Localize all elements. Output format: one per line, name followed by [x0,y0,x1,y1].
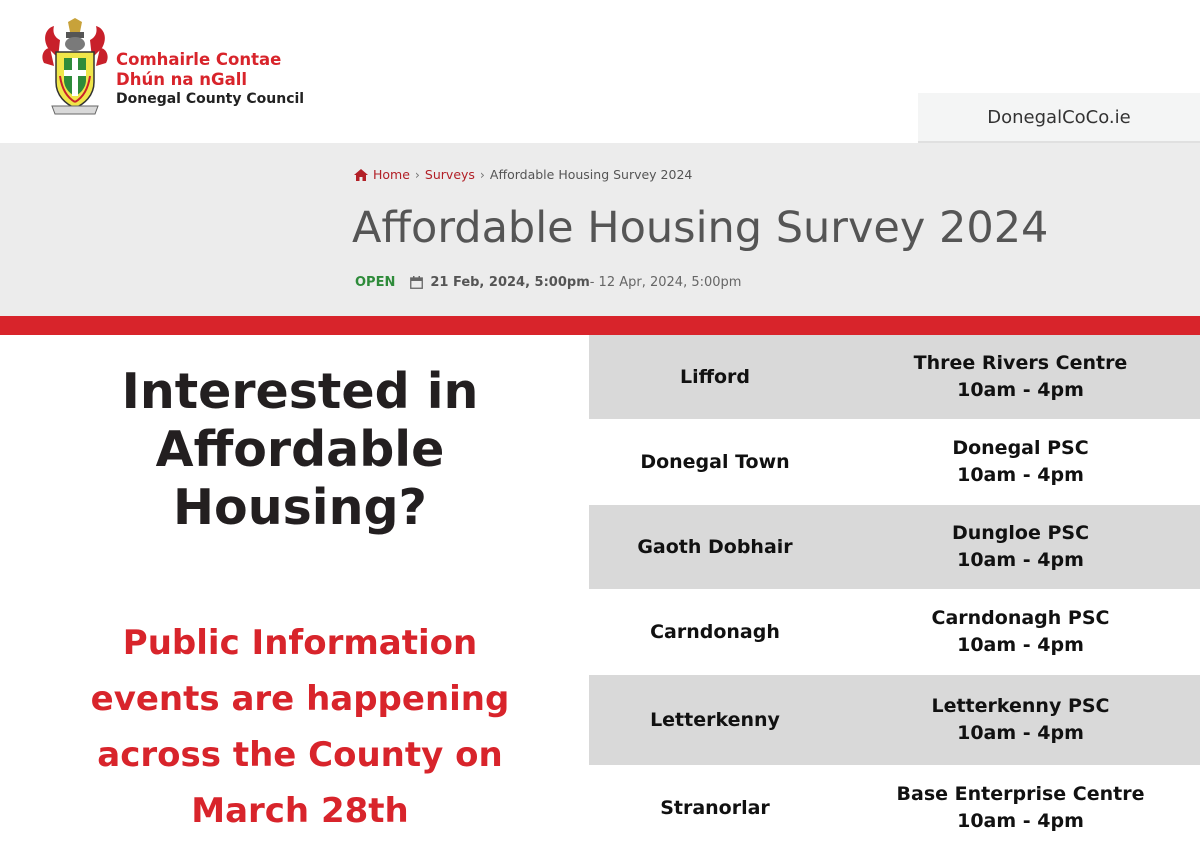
event-town: Carndonagh [650,621,780,643]
event-town: Letterkenny [650,709,780,731]
survey-end-date: - 12 Apr, 2024, 5:00pm [589,275,742,290]
event-town: Lifford [679,366,751,388]
event-venue: Donegal PSC 10am - 4pm [841,435,1200,489]
status-badge: OPEN [355,275,396,290]
event-venue: Three Rivers Centre 10am - 4pm [841,350,1200,404]
breadcrumb: Home › Surveys › Affordable Housing Surv… [354,167,692,182]
breadcrumb-home-link[interactable]: Home [373,167,410,182]
county-crest-logo[interactable] [40,18,110,118]
promo-sub-line: Public Information [122,623,478,663]
event-town: Stranorlar [660,797,770,819]
promo-heading-line: Affordable [155,421,445,478]
site-header: Comhairle Contae Dhún na nGall Donegal C… [0,0,1200,143]
breadcrumb-current: Affordable Housing Survey 2024 [489,167,693,182]
event-venue-name: Three Rivers Centre [913,352,1128,374]
breadcrumb-separator-icon: › [479,167,485,182]
event-venue: Dungloe PSC 10am - 4pm [841,520,1200,574]
event-venue: Base Enterprise Centre 10am - 4pm [841,781,1200,835]
promo-panel: Interested in Affordable Housing? Public… [0,335,598,851]
event-row-gaoth-dobhair: Gaoth Dobhair Dungloe PSC 10am - 4pm [589,505,1200,589]
promo-sub-line: March 28th [191,791,409,831]
council-name-irish-line2: Dhún na nGall [116,70,248,89]
event-venue: Carndonagh PSC 10am - 4pm [841,605,1200,659]
event-row-stranorlar: Stranorlar Base Enterprise Centre 10am -… [589,765,1200,851]
promo-heading-line: Housing? [173,479,427,536]
event-venue-name: Dungloe PSC [951,522,1090,544]
event-venue-name: Donegal PSC [952,437,1089,459]
events-table: Lifford Three Rivers Centre 10am - 4pm D… [589,335,1200,851]
site-link-button[interactable]: DonegalCoCo.ie [918,93,1200,143]
event-time: 10am - 4pm [957,810,1084,832]
event-row-letterkenny: Letterkenny Letterkenny PSC 10am - 4pm [589,675,1200,765]
event-time: 10am - 4pm [957,634,1084,656]
event-venue-name: Base Enterprise Centre [896,783,1145,805]
council-name-irish-line1: Comhairle Contae [116,50,282,69]
promo-sub-line: across the County on [97,735,503,775]
event-row-carndonagh: Carndonagh Carndonagh PSC 10am - 4pm [589,589,1200,675]
event-row-donegal-town: Donegal Town Donegal PSC 10am - 4pm [589,419,1200,505]
promo-heading-line: Interested in [121,363,479,420]
event-town: Donegal Town [640,451,790,473]
survey-start-date: 21 Feb, 2024, 5:00pm [430,275,590,290]
survey-status-row: OPEN 21 Feb, 2024, 5:00pm - 12 Apr, 2024… [355,275,741,290]
promo-heading: Interested in Affordable Housing? [20,363,580,537]
page-title: Affordable Housing Survey 2024 [352,203,1049,253]
promo-sub-line: events are happening [90,679,510,719]
event-venue-name: Letterkenny PSC [931,695,1110,717]
home-icon [354,168,368,181]
breadcrumb-separator-icon: › [414,167,420,182]
event-time: 10am - 4pm [957,549,1084,571]
event-time: 10am - 4pm [957,722,1084,744]
event-time: 10am - 4pm [957,464,1084,486]
promo-subheading: Public Information events are happening … [20,615,580,839]
survey-header-band: Home › Surveys › Affordable Housing Surv… [0,143,1200,316]
event-row-lifford: Lifford Three Rivers Centre 10am - 4pm [589,335,1200,419]
event-time: 10am - 4pm [957,379,1084,401]
council-name: Comhairle Contae Dhún na nGall Donegal C… [116,50,304,109]
event-venue-name: Carndonagh PSC [931,607,1110,629]
event-venue: Letterkenny PSC 10am - 4pm [841,693,1200,747]
breadcrumb-surveys-link[interactable]: Surveys [424,167,475,182]
council-name-english: Donegal County Council [116,91,305,107]
calendar-icon [410,276,424,289]
red-divider [0,316,1200,335]
event-town: Gaoth Dobhair [637,536,793,558]
